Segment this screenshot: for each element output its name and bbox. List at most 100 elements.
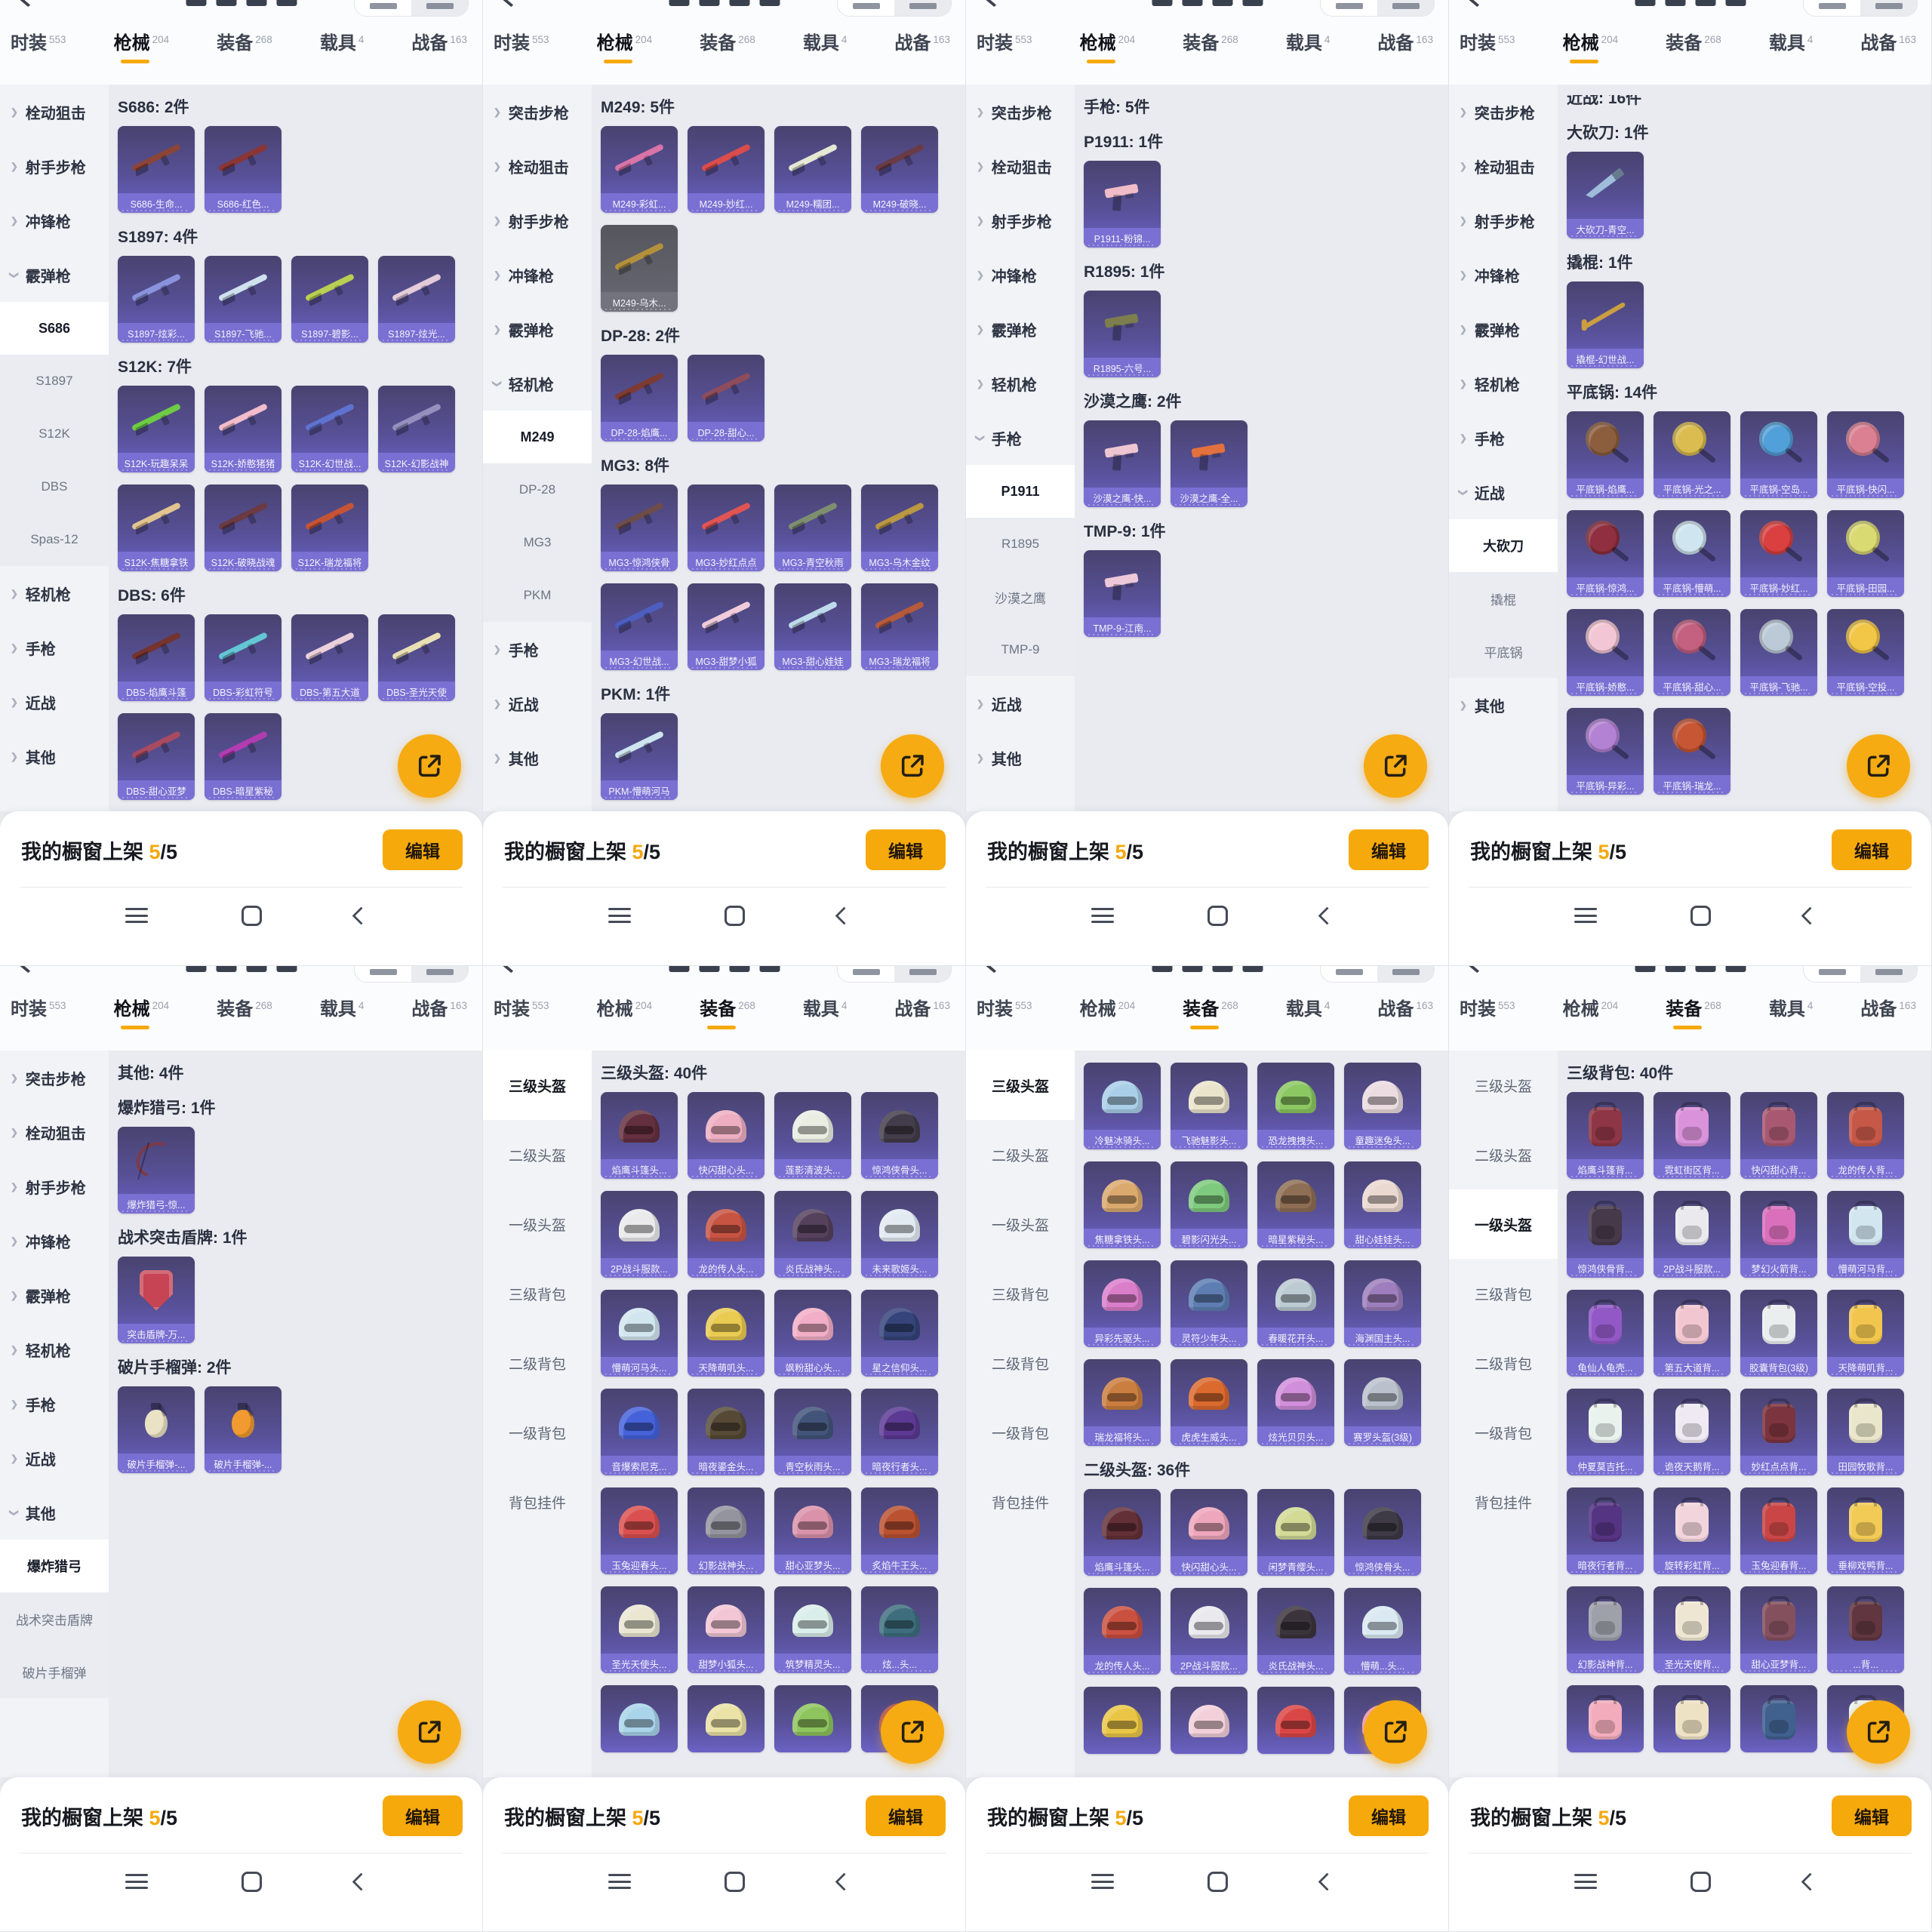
sidebar-item[interactable]: DP-28 <box>483 463 592 516</box>
edit-button[interactable]: 编辑 <box>383 829 463 870</box>
sidebar-item[interactable]: DBS <box>0 460 109 513</box>
recents-icon[interactable] <box>608 908 631 923</box>
back-nav-icon[interactable] <box>835 1872 854 1891</box>
sidebar-item[interactable]: ❯ 栓动狙击 <box>0 85 109 139</box>
tab-supplies[interactable]: 战备 163 <box>411 33 467 78</box>
item-card[interactable]: MG3-甜梦小狐 <box>688 583 764 670</box>
tab-vehicles[interactable]: 载具 4 <box>803 33 848 78</box>
sidebar-item[interactable]: ❯ 手枪 <box>0 620 109 675</box>
sidebar-item[interactable]: 爆炸猎弓 <box>0 1540 109 1592</box>
sidebar-item[interactable]: ❯ 其他 <box>966 731 1075 785</box>
home-icon[interactable] <box>724 905 745 926</box>
home-icon[interactable] <box>724 1871 745 1892</box>
item-card[interactable]: DP-28-焰鹰... <box>601 355 678 441</box>
tab-equipment[interactable]: 装备 268 <box>700 999 755 1044</box>
item-card[interactable]: 暗星紫秘头... <box>1257 1161 1334 1248</box>
item-card[interactable]: 焰鹰斗篷头... <box>1084 1489 1161 1576</box>
sidebar-item[interactable]: 三级头盔 <box>966 1051 1075 1120</box>
sidebar-item[interactable]: ❯ 突击步枪 <box>0 1051 109 1105</box>
sidebar-item[interactable]: PKM <box>483 569 592 622</box>
sidebar-item[interactable]: S686 <box>0 302 109 355</box>
item-card[interactable]: M249-乌木... <box>601 225 678 312</box>
topbar-buttons-fragment[interactable] <box>354 0 469 17</box>
item-card[interactable]: 诡夜天鹅背... <box>1654 1389 1730 1475</box>
sidebar-item[interactable]: 背包挂件 <box>483 1467 592 1537</box>
sidebar-item[interactable]: 一级头盔 <box>1449 1189 1558 1259</box>
recents-icon[interactable] <box>608 1874 631 1889</box>
item-card[interactable]: 破片手榴弹-... <box>205 1386 281 1473</box>
item-card[interactable]: 玉兔迎春背... <box>1740 1487 1817 1574</box>
item-card[interactable]: MG3-甜心娃娃 <box>774 583 851 670</box>
item-card[interactable]: 赛罗头盔(3级) <box>1344 1359 1421 1446</box>
home-icon[interactable] <box>1207 1871 1228 1892</box>
back-icon[interactable] <box>1467 966 1486 974</box>
item-card[interactable]: 灵符少年头... <box>1171 1260 1247 1347</box>
item-card[interactable]: 龙的传人背... <box>1827 1092 1904 1179</box>
tab-weapons[interactable]: 枪械 204 <box>597 33 652 78</box>
item-card[interactable]: MG3-妙红点点 <box>688 485 764 571</box>
item-card[interactable]: 圣光天使背... <box>1654 1586 1730 1673</box>
item-card[interactable]: M249-破晓... <box>861 126 938 213</box>
item-card[interactable]: S12K-幻影战神 <box>378 386 455 472</box>
item-card[interactable]: 炫...头... <box>861 1586 938 1673</box>
item-card[interactable]: 炎氏战神头... <box>1257 1588 1334 1675</box>
item-card[interactable]: S686-生命... <box>118 126 195 213</box>
item-card[interactable]: 筑梦精灵头... <box>774 1586 851 1673</box>
tab-equipment[interactable]: 装备 268 <box>1666 33 1721 78</box>
tab-equipment[interactable]: 装备 268 <box>1666 999 1721 1044</box>
tab-weapons[interactable]: 枪械 204 <box>114 33 169 78</box>
item-card[interactable]: 旋转彩虹背... <box>1654 1487 1730 1574</box>
sidebar-item[interactable]: ❯ 近战 <box>0 1431 109 1485</box>
tab-vehicles[interactable]: 载具 4 <box>1286 33 1331 78</box>
item-card[interactable]: MG3-瑞龙福将 <box>861 583 938 670</box>
item-card[interactable]: 暗夜鎏金头... <box>688 1389 764 1475</box>
item-card[interactable]: S12K-破晓战魂 <box>205 485 281 571</box>
tab-equipment[interactable]: 装备 268 <box>700 33 755 78</box>
tab-supplies[interactable]: 战备 163 <box>1377 999 1433 1044</box>
item-card[interactable]: 第五大道背... <box>1654 1290 1730 1377</box>
sidebar-item[interactable]: 一级头盔 <box>966 1189 1075 1259</box>
sidebar-item[interactable]: 三级头盔 <box>1449 1051 1558 1120</box>
tab-weapons[interactable]: 枪械 204 <box>114 999 169 1044</box>
sidebar-item[interactable]: 三级背包 <box>1449 1259 1558 1328</box>
edit-button[interactable]: 编辑 <box>1832 1795 1912 1836</box>
sidebar-item[interactable]: 三级背包 <box>966 1259 1075 1328</box>
item-card[interactable]: 平底锅-惊鸿... <box>1567 510 1644 597</box>
recents-icon[interactable] <box>1574 908 1597 923</box>
tab-outfits[interactable]: 时装 553 <box>977 999 1032 1044</box>
item-card[interactable]: 虎虎生威头... <box>1171 1359 1247 1446</box>
item-card[interactable]: 恐龙拽拽头... <box>1257 1063 1334 1149</box>
sidebar-item[interactable]: S12K <box>0 408 109 460</box>
tab-outfits[interactable]: 时装 553 <box>494 33 549 78</box>
edit-button[interactable]: 编辑 <box>1349 829 1429 870</box>
share-button[interactable] <box>1364 1700 1427 1764</box>
home-icon[interactable] <box>241 1871 262 1892</box>
item-card[interactable]: ...背... <box>1827 1586 1904 1673</box>
item-grid-area[interactable]: 近战: 16件 大砍刀: 1件 大砍刀-青空... 撬棍: 1件 撬棍-幻世战... 平底… <box>1558 85 1931 811</box>
sidebar-item[interactable]: 平底锅 <box>1449 625 1558 678</box>
sidebar-item[interactable]: ❯ 其他 <box>1449 678 1558 732</box>
item-grid-area[interactable]: 手枪: 5件 P1911: 1件 P1911-粉锦... R1895: 1件 R1895… <box>1075 85 1448 811</box>
item-card[interactable]: M249-糯团... <box>774 126 851 213</box>
item-card[interactable]: 甜心亚梦头... <box>774 1487 851 1574</box>
tab-outfits[interactable]: 时装 553 <box>494 999 549 1044</box>
sidebar-item[interactable]: ❯ 霰弹枪 <box>0 1268 109 1322</box>
item-card[interactable]: DBS-暗星紫秘 <box>205 713 281 800</box>
item-card[interactable] <box>1084 1687 1161 1754</box>
sidebar-item[interactable]: M249 <box>483 411 592 463</box>
item-card[interactable]: 暗夜行者头... <box>861 1389 938 1475</box>
item-card[interactable]: 幻影战神背... <box>1567 1586 1644 1673</box>
tab-equipment[interactable]: 装备 268 <box>1183 999 1238 1044</box>
item-grid-area[interactable]: 三级背包: 40件 焰鹰斗篷背... 霓虹街区背... 快闪甜心背... 龙的传人背..… <box>1558 1051 1931 1777</box>
tab-equipment[interactable]: 装备 268 <box>1183 33 1238 78</box>
sidebar-item[interactable]: 一级背包 <box>1449 1398 1558 1467</box>
back-icon[interactable] <box>1467 0 1486 8</box>
sidebar-item[interactable]: ❯ 栓动狙击 <box>483 139 592 193</box>
item-card[interactable]: 2P战斗服款... <box>1654 1191 1730 1278</box>
topbar-buttons-fragment[interactable] <box>1320 966 1435 983</box>
item-card[interactable]: R1895-六号... <box>1084 291 1161 377</box>
tab-equipment[interactable]: 装备 268 <box>217 33 272 78</box>
tab-outfits[interactable]: 时装 553 <box>977 33 1032 78</box>
topbar-buttons-fragment[interactable] <box>1803 0 1918 17</box>
item-card[interactable]: MG3-青空秋雨 <box>774 485 851 571</box>
